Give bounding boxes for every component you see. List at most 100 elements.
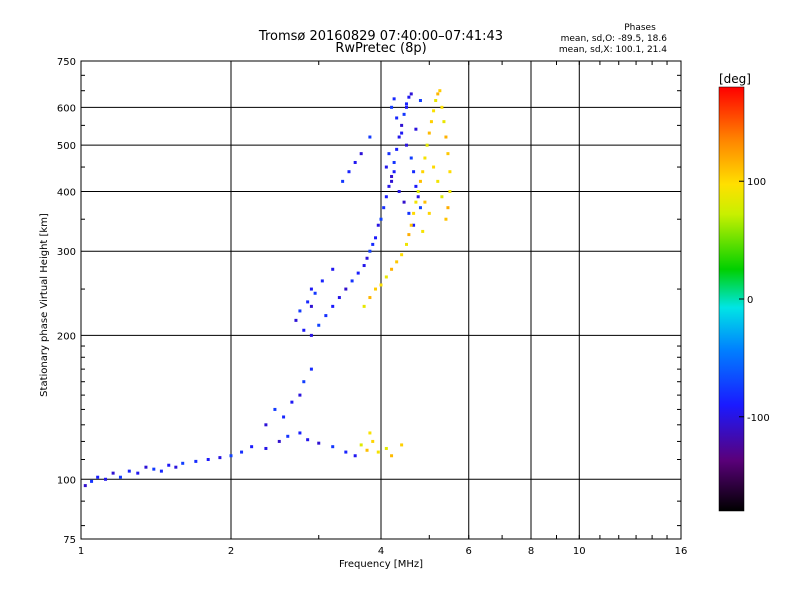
data-point-o bbox=[376, 223, 380, 227]
data-point-o bbox=[194, 459, 198, 463]
stats-o-line: mean, sd,O: -89.5, 18.6 bbox=[561, 34, 668, 44]
data-point-o bbox=[404, 102, 408, 106]
data-point-o bbox=[331, 304, 335, 308]
data-point-o bbox=[273, 407, 277, 411]
data-point-o bbox=[159, 469, 163, 473]
data-point-o bbox=[240, 450, 244, 454]
data-point-o bbox=[264, 423, 268, 427]
data-point-o bbox=[264, 446, 268, 450]
data-point-x bbox=[429, 120, 433, 124]
data-point-x bbox=[446, 206, 450, 210]
y-tick-label: 400 bbox=[57, 187, 76, 198]
data-point-x bbox=[448, 170, 452, 174]
data-point-o bbox=[181, 461, 185, 465]
x-tick-label: 10 bbox=[573, 546, 586, 557]
data-point-o bbox=[298, 431, 302, 435]
data-point-o bbox=[144, 465, 148, 469]
data-point-o bbox=[90, 479, 94, 483]
data-point-o bbox=[374, 236, 378, 240]
data-point-o bbox=[104, 477, 108, 481]
data-point-o bbox=[384, 165, 388, 169]
data-point-o bbox=[302, 328, 306, 332]
data-point-o bbox=[402, 112, 406, 116]
data-point-x bbox=[432, 109, 436, 113]
data-point-x bbox=[379, 283, 383, 287]
data-point-o bbox=[400, 123, 404, 127]
data-point-x bbox=[400, 253, 404, 257]
data-point-o bbox=[313, 291, 317, 295]
data-point-x bbox=[390, 454, 394, 458]
data-point-o bbox=[392, 97, 396, 101]
y-tick-label: 100 bbox=[57, 475, 76, 486]
data-point-o bbox=[412, 223, 416, 227]
y-axis-label: Stationary phase Virtual Height [km] bbox=[39, 213, 50, 397]
data-point-o bbox=[347, 170, 351, 174]
data-point-x bbox=[416, 189, 420, 193]
x-tick-label: 6 bbox=[466, 546, 472, 557]
data-point-x bbox=[384, 446, 388, 450]
data-point-o bbox=[344, 450, 348, 454]
data-point-o bbox=[302, 380, 306, 384]
data-point-x bbox=[444, 217, 448, 221]
data-point-o bbox=[229, 454, 233, 458]
data-point-o bbox=[206, 457, 210, 461]
colorbar-tick-label: -100 bbox=[747, 413, 770, 424]
x-tick-label: 4 bbox=[378, 546, 384, 557]
data-point-o bbox=[309, 333, 313, 337]
data-point-o bbox=[136, 471, 140, 475]
data-point-o bbox=[331, 445, 335, 449]
data-point-o bbox=[290, 400, 294, 404]
data-point-o bbox=[298, 393, 302, 397]
data-point-o bbox=[387, 184, 391, 188]
data-point-o bbox=[418, 99, 422, 103]
data-point-o bbox=[344, 287, 348, 291]
data-point-o bbox=[331, 267, 335, 271]
data-point-x bbox=[365, 448, 369, 452]
x-tick-label: 2 bbox=[228, 546, 234, 557]
y-tick-label: 500 bbox=[57, 141, 76, 152]
data-point-o bbox=[218, 456, 222, 460]
data-point-x bbox=[425, 143, 429, 147]
data-point-o bbox=[309, 304, 313, 308]
colorbar-ticks: 100 0 -100 bbox=[739, 177, 770, 424]
data-point-o bbox=[371, 242, 375, 246]
data-point-x bbox=[395, 260, 399, 264]
data-point-x bbox=[362, 304, 366, 308]
data-point-o bbox=[404, 105, 408, 109]
data-point-o bbox=[407, 95, 411, 99]
data-point-o bbox=[152, 467, 156, 471]
data-point-x bbox=[421, 170, 425, 174]
data-point-x bbox=[414, 200, 418, 204]
data-point-x bbox=[368, 431, 372, 435]
data-point-o bbox=[402, 200, 406, 204]
data-point-o bbox=[387, 152, 391, 156]
data-point-x bbox=[368, 296, 372, 300]
data-point-o bbox=[174, 465, 178, 469]
colorbar-tick-label: 0 bbox=[747, 295, 753, 306]
data-point-o bbox=[390, 174, 394, 178]
data-point-x bbox=[427, 211, 431, 215]
stats-x-line: mean, sd,X: 100.1, 21.4 bbox=[559, 45, 667, 55]
data-point-o bbox=[365, 256, 369, 260]
x-axis-label: Frequency [MHz] bbox=[339, 559, 423, 570]
y-axis-ticks: 75 100 200 300 400 500 600 750 bbox=[57, 57, 681, 546]
data-point-o bbox=[353, 454, 357, 458]
data-point-x bbox=[446, 152, 450, 156]
data-point-o bbox=[317, 323, 321, 327]
data-point-o bbox=[277, 439, 281, 443]
x-tick-label: 1 bbox=[78, 546, 84, 557]
data-point-o bbox=[368, 249, 372, 253]
data-point-o bbox=[118, 475, 122, 479]
data-point-x bbox=[418, 179, 422, 183]
data-point-o bbox=[306, 438, 310, 442]
data-point-x bbox=[440, 105, 444, 109]
data-point-x bbox=[371, 439, 375, 443]
data-point-x bbox=[423, 200, 427, 204]
data-point-x bbox=[444, 135, 448, 139]
data-point-x bbox=[442, 120, 446, 124]
y-tick-label: 75 bbox=[63, 535, 76, 546]
data-point-x bbox=[436, 179, 440, 183]
data-point-o bbox=[337, 296, 341, 300]
data-point-x bbox=[390, 267, 394, 271]
